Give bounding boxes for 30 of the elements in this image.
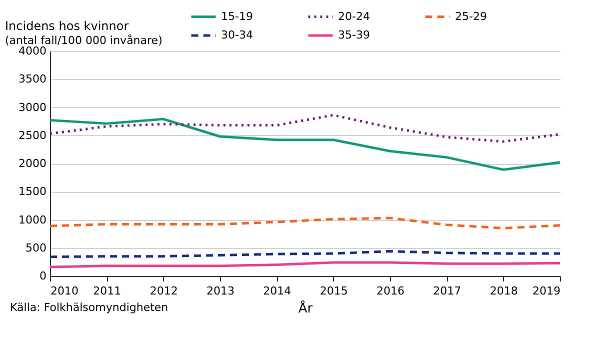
y-tick-label: 1500 bbox=[18, 185, 46, 198]
y-tick-label: 2000 bbox=[18, 157, 46, 170]
x-tick-label: 2015 bbox=[320, 284, 348, 298]
x-tick-label: 2019 bbox=[532, 284, 560, 298]
y-tick-label: 2500 bbox=[18, 128, 46, 142]
legend-label: 25-29 bbox=[455, 10, 487, 23]
y-tick-label: 4000 bbox=[18, 44, 46, 58]
y-tick-label: 500 bbox=[26, 241, 46, 254]
x-tick-label: 2013 bbox=[206, 284, 234, 298]
chart-subtitle: (antal fall/100 000 invånare) bbox=[5, 34, 162, 47]
legend-label: 15-19 bbox=[221, 10, 253, 23]
x-tick-label: 2017 bbox=[433, 284, 462, 298]
text: Källa: Folkhälsomyndigheten bbox=[10, 301, 168, 314]
legend-label: 35-39 bbox=[338, 28, 370, 42]
x-tick-label: 2018 bbox=[490, 284, 518, 298]
line-series bbox=[48, 118, 562, 171]
x-tick-label: 2016 bbox=[376, 284, 404, 298]
x-axis-title: År bbox=[298, 300, 314, 316]
y-tick-label: 3000 bbox=[18, 100, 46, 114]
x-tick-label: 2014 bbox=[263, 284, 292, 298]
x-tick-label: 2010 bbox=[50, 284, 78, 298]
legend-label: 30-34 bbox=[221, 28, 253, 42]
y-tick-label: 0 bbox=[40, 270, 46, 282]
legend-label: 20-24 bbox=[338, 10, 370, 23]
x-tick-label: 2011 bbox=[93, 284, 122, 298]
x-tick-label: 2012 bbox=[150, 284, 178, 298]
line-series bbox=[48, 216, 562, 230]
chart-title: Incidens hos kvinnor bbox=[5, 19, 129, 33]
y-tick-label: 3500 bbox=[18, 72, 46, 86]
y-tick-label: 1000 bbox=[18, 213, 46, 226]
